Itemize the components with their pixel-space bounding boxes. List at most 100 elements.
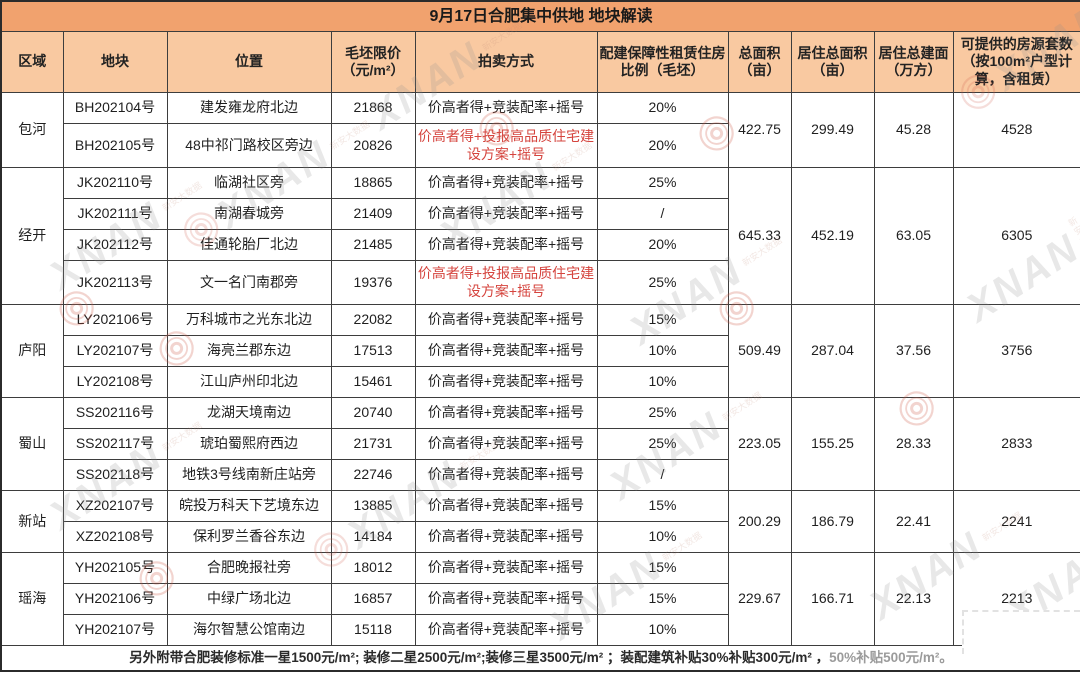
residential-area-cell: 299.49 bbox=[790, 92, 875, 168]
auction-method-cell: 价高者得+竞装配率+摇号 bbox=[414, 521, 598, 553]
location-cell: 南湖春城旁 bbox=[166, 198, 332, 230]
region-cell: 瑶海 bbox=[0, 552, 64, 646]
table-row: XZ202108号 保利罗兰香谷东边 14184 价高者得+竞装配率+摇号 10% bbox=[1, 521, 1080, 553]
rental-ratio-cell: 10% bbox=[596, 335, 729, 367]
rental-ratio-cell: 10% bbox=[596, 614, 729, 646]
parcel-id-cell: BH202104号 bbox=[62, 92, 168, 124]
location-cell: 江山庐州印北边 bbox=[166, 366, 332, 398]
footer-note-main: 另外附带合肥装修标准一星1500元/m²; 装修二星2500元/m²;装修三星3… bbox=[129, 649, 830, 665]
column-header-0: 区域 bbox=[0, 31, 64, 93]
region-cell: 包河 bbox=[0, 92, 64, 168]
total-area-cell: 645.33 bbox=[727, 167, 792, 305]
column-header-5: 配建保障性租赁住房比例（毛坯） bbox=[596, 31, 729, 93]
location-cell: 琥珀蜀熙府西边 bbox=[166, 428, 332, 460]
auction-method-cell: 价高者得+竞装配率+摇号 bbox=[414, 167, 598, 199]
price-limit-cell: 15461 bbox=[330, 366, 416, 398]
parcel-id-cell: LY202107号 bbox=[62, 335, 168, 367]
region-cell: 蜀山 bbox=[0, 397, 64, 491]
residential-area-cell: 452.19 bbox=[790, 167, 875, 305]
price-limit-cell: 18865 bbox=[330, 167, 416, 199]
location-cell: 临湖社区旁 bbox=[166, 167, 332, 199]
location-cell: 佳通轮胎厂北边 bbox=[166, 229, 332, 261]
auction-method-cell: 价高者得+竞装配率+摇号 bbox=[414, 335, 598, 367]
auction-method-cell: 价高者得+竞装配率+摇号 bbox=[414, 583, 598, 615]
housing-units-cell: 3756 bbox=[952, 304, 1080, 398]
rental-ratio-cell: 15% bbox=[596, 490, 729, 522]
auction-method-cell: 价高者得+竞装配率+摇号 bbox=[414, 614, 598, 646]
footer-note-faded: 50%补贴500元/m²。 bbox=[829, 649, 953, 665]
location-cell: 合肥晚报社旁 bbox=[166, 552, 332, 584]
residential-area-cell: 155.25 bbox=[790, 397, 875, 491]
residential-area-cell: 166.71 bbox=[790, 552, 875, 646]
column-header-7: 居住总面积（亩） bbox=[790, 31, 875, 93]
residential-area-cell: 287.04 bbox=[790, 304, 875, 398]
region-cell: 经开 bbox=[0, 167, 64, 305]
region-cell: 新站 bbox=[0, 490, 64, 553]
price-limit-cell: 16857 bbox=[330, 583, 416, 615]
auction-method-cell: 价高者得+竞装配率+摇号 bbox=[414, 552, 598, 584]
auction-method-cell: 价高者得+竞装配率+摇号 bbox=[414, 92, 598, 124]
location-cell: 建发雍龙府北边 bbox=[166, 92, 332, 124]
parcel-id-cell: JK202112号 bbox=[62, 229, 168, 261]
column-header-4: 拍卖方式 bbox=[414, 31, 598, 93]
table-row: 包河 BH202104号 建发雍龙府北边 21868 价高者得+竞装配率+摇号 20% 42… bbox=[0, 92, 1080, 168]
housing-units-cell: 2213 bbox=[952, 552, 1080, 646]
price-limit-cell: 21868 bbox=[330, 92, 416, 124]
parcel-id-cell: LY202108号 bbox=[62, 366, 168, 398]
auction-method-cell: 价高者得+竞装配率+摇号 bbox=[414, 397, 598, 429]
housing-units-cell: 2241 bbox=[952, 490, 1080, 553]
residential-build-cell: 22.41 bbox=[873, 490, 954, 553]
residential-build-cell: 37.56 bbox=[873, 304, 954, 398]
auction-method-cell: 价高者得+竞装配率+摇号 bbox=[414, 304, 598, 336]
page-title: 9月17日合肥集中供地 地块解读 bbox=[0, 0, 1080, 32]
rental-ratio-cell: / bbox=[596, 459, 729, 491]
table-row: JK202112号 佳通轮胎厂北边 21485 价高者得+竞装配率+摇号 20% bbox=[1, 229, 1080, 261]
total-area-cell: 422.75 bbox=[727, 92, 792, 168]
table-row: YH202106号 中绿广场北边 16857 价高者得+竞装配率+摇号 15% bbox=[1, 583, 1080, 615]
region-cell: 庐阳 bbox=[0, 304, 64, 398]
table-row: 蜀山 SS202116号 龙湖天境南边 20740 价高者得+竞装配率+摇号 25% 223… bbox=[0, 397, 1080, 491]
housing-units-cell: 4528 bbox=[952, 92, 1080, 168]
auction-method-cell: 价高者得+投报高品质住宅建设方案+摇号 bbox=[414, 123, 598, 168]
parcel-id-cell: JK202111号 bbox=[62, 198, 168, 230]
location-cell: 地铁3号线南新庄站旁 bbox=[166, 459, 332, 491]
price-limit-cell: 19376 bbox=[330, 260, 416, 305]
location-cell: 海亮兰郡东边 bbox=[166, 335, 332, 367]
price-limit-cell: 21409 bbox=[330, 198, 416, 230]
total-area-cell: 229.67 bbox=[727, 552, 792, 646]
location-cell: 48中祁门路校区旁边 bbox=[166, 123, 332, 168]
rental-ratio-cell: / bbox=[596, 198, 729, 230]
table-row: 经开 JK202110号 临湖社区旁 18865 价高者得+竞装配率+摇号 25% 645.… bbox=[0, 167, 1080, 305]
footer-row: 另外附带合肥装修标准一星1500元/m²; 装修二星2500元/m²;装修三星3… bbox=[0, 645, 1080, 672]
parcel-id-cell: LY202106号 bbox=[62, 304, 168, 336]
location-cell: 保利罗兰香谷东边 bbox=[166, 521, 332, 553]
auction-method-cell: 价高者得+竞装配率+摇号 bbox=[414, 459, 598, 491]
parcel-id-cell: JK202113号 bbox=[62, 260, 168, 305]
price-limit-cell: 17513 bbox=[330, 335, 416, 367]
rental-ratio-cell: 10% bbox=[596, 366, 729, 398]
parcel-id-cell: BH202105号 bbox=[62, 123, 168, 168]
rental-ratio-cell: 20% bbox=[596, 229, 729, 261]
housing-units-cell: 6305 bbox=[952, 167, 1080, 305]
residential-build-cell: 28.33 bbox=[873, 397, 954, 491]
price-limit-cell: 20740 bbox=[330, 397, 416, 429]
column-header-3: 毛坯限价（元/m²） bbox=[330, 31, 416, 93]
parcel-id-cell: JK202110号 bbox=[62, 167, 168, 199]
price-limit-cell: 21731 bbox=[330, 428, 416, 460]
title-row: 9月17日合肥集中供地 地块解读 bbox=[0, 0, 1080, 32]
column-header-6: 总面积（亩） bbox=[727, 31, 792, 93]
rental-ratio-cell: 20% bbox=[596, 92, 729, 124]
residential-build-cell: 63.05 bbox=[873, 167, 954, 305]
price-limit-cell: 22082 bbox=[330, 304, 416, 336]
auction-method-cell: 价高者得+竞装配率+摇号 bbox=[414, 198, 598, 230]
price-limit-cell: 13885 bbox=[330, 490, 416, 522]
table-row: 新站 XZ202107号 皖投万科天下艺境东边 13885 价高者得+竞装配率+摇号 15… bbox=[0, 490, 1080, 553]
rental-ratio-cell: 25% bbox=[596, 260, 729, 305]
location-cell: 龙湖天境南边 bbox=[166, 397, 332, 429]
auction-method-cell: 价高者得+竞装配率+摇号 bbox=[414, 229, 598, 261]
price-limit-cell: 18012 bbox=[330, 552, 416, 584]
auction-method-cell: 价高者得+投报高品质住宅建设方案+摇号 bbox=[414, 260, 598, 305]
rental-ratio-cell: 10% bbox=[596, 521, 729, 553]
price-limit-cell: 21485 bbox=[330, 229, 416, 261]
